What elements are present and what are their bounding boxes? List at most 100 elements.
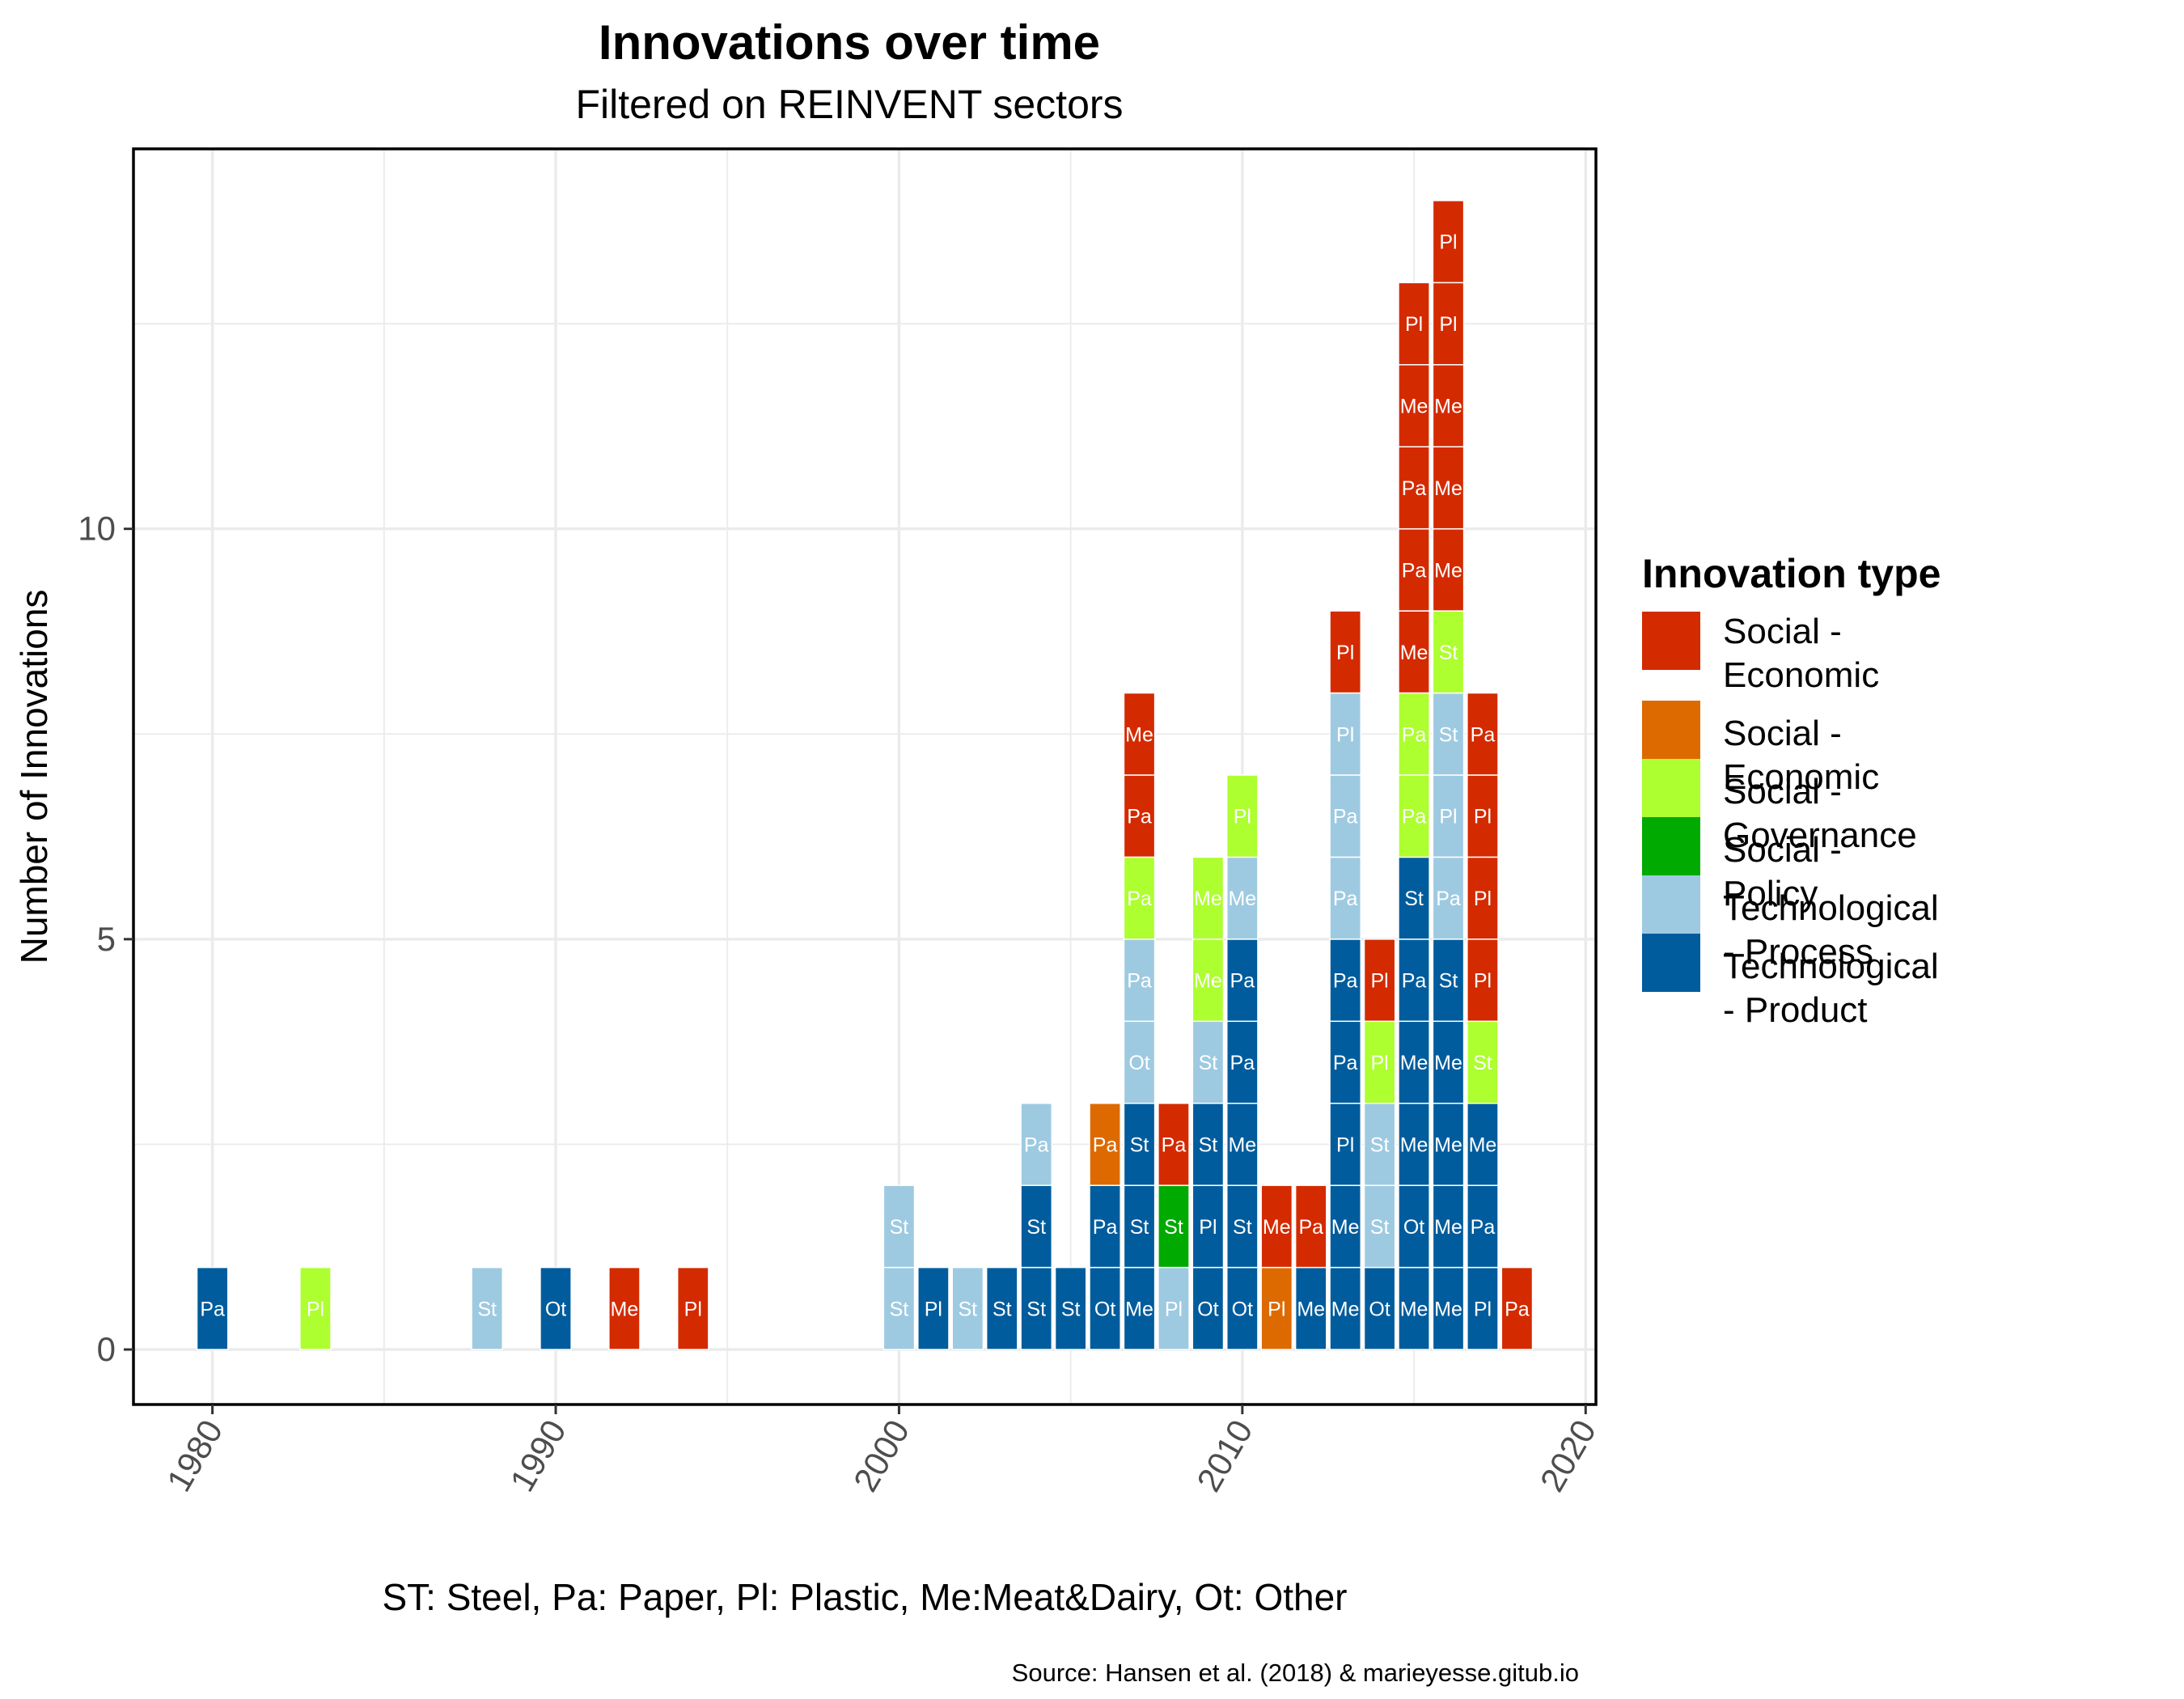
bar-label: St: [1199, 1133, 1218, 1156]
legend-title: Innovation type: [1642, 551, 1941, 596]
bar-label: Pa: [1505, 1298, 1530, 1320]
bar-segment: [1260, 1184, 1293, 1269]
bar-label: Pl: [1268, 1298, 1285, 1320]
bar-segment: [1432, 938, 1465, 1023]
bar-label: Pa: [1402, 970, 1427, 993]
bar-segment: [1467, 774, 1499, 858]
bar-label: St: [1404, 888, 1424, 910]
bar-label: Pa: [1024, 1133, 1049, 1156]
bar-segment: [1398, 1020, 1430, 1104]
bar-segment: [1191, 1020, 1225, 1104]
bar-label: Pa: [1162, 1133, 1187, 1156]
legend: Innovation type Social - Economic Social…: [1642, 550, 1941, 1030]
bar-label: St: [1370, 1133, 1390, 1156]
legend-label: Social - Governance: [1723, 772, 1917, 855]
bar-label: Ot: [1128, 1052, 1149, 1074]
bar-segment: [1191, 1184, 1225, 1269]
bar-label: Me: [1331, 1216, 1360, 1239]
bar-label: Pl: [925, 1298, 942, 1320]
bar-label: St: [1370, 1216, 1390, 1239]
bar-label: Pa: [1402, 723, 1427, 746]
bar-label: Me: [1194, 970, 1222, 993]
bar-label: Pa: [1471, 1216, 1496, 1239]
legend-label: Technological - Process: [1723, 888, 1939, 972]
legend-swatch: [1642, 817, 1700, 875]
legend-item-technological-process: Technological - Process: [1642, 875, 1941, 972]
bar-label: Pa: [1093, 1216, 1118, 1239]
bar-segment: [1432, 1266, 1465, 1350]
bar-label: Pl: [1439, 313, 1457, 336]
bar-label: Me: [1263, 1216, 1291, 1239]
bar-label: St: [890, 1298, 909, 1320]
legend-swatch: [1642, 934, 1700, 992]
bar-segment: [1123, 938, 1156, 1023]
bar-label: Me: [1434, 1298, 1462, 1320]
bar-segment: [1158, 1266, 1190, 1350]
bar-segment: [1226, 1184, 1259, 1269]
bar-segment: [1226, 1020, 1259, 1104]
bar-label: Pa: [1230, 1052, 1255, 1074]
bar-label: Pa: [1093, 1133, 1118, 1156]
bar-segment: [1020, 1184, 1053, 1269]
bar-label: Ot: [1094, 1298, 1115, 1320]
bar-label: Pl: [1199, 1216, 1217, 1239]
bar-label: St: [1130, 1133, 1149, 1156]
legend-swatch: [1642, 612, 1700, 670]
bar-label: St: [1199, 1052, 1218, 1074]
bar-segment: [1329, 774, 1362, 858]
bar-segment: [1329, 692, 1362, 776]
bar-segment: [1089, 1102, 1121, 1186]
bar-label: Me: [1297, 1298, 1325, 1320]
bar-label: St: [959, 1298, 978, 1320]
bar-label: Me: [1434, 1133, 1462, 1156]
chart-subtitle: Filtered on REINVENT sectors: [575, 82, 1124, 127]
bar-label: St: [1130, 1216, 1149, 1239]
bar-segment: [1398, 1184, 1430, 1269]
bar-segment: [1398, 692, 1430, 776]
bar-label: Ot: [545, 1298, 566, 1320]
bar-segment: [1329, 610, 1362, 694]
bar-label: Me: [1469, 1133, 1497, 1156]
bar-segment: [540, 1266, 572, 1350]
legend-swatch: [1642, 759, 1700, 817]
legend-label: Technological - Product: [1723, 947, 1939, 1030]
bar-label: Me: [611, 1298, 639, 1320]
bar-label: St: [1164, 1216, 1183, 1239]
bar-label: Pa: [1230, 970, 1255, 993]
bar-label: St: [1439, 642, 1458, 664]
bar-label: Me: [1400, 1052, 1428, 1074]
bar-label: Ot: [1369, 1298, 1390, 1320]
bar-label: Me: [1434, 559, 1462, 582]
bar-segment: [676, 1266, 709, 1350]
bar-segment: [1329, 1102, 1362, 1186]
bar-segment: [1467, 938, 1499, 1023]
bar-label: Pa: [1127, 970, 1152, 993]
bar-segment: [1226, 938, 1259, 1023]
bar-segment: [1432, 1020, 1465, 1104]
bar-segment: [471, 1266, 503, 1350]
bar-label: Ot: [1197, 1298, 1218, 1320]
bar-segment: [1398, 364, 1430, 447]
bar-segment: [1158, 1102, 1190, 1186]
bar-label: Pl: [1474, 806, 1492, 828]
bar-label: Pl: [307, 1298, 324, 1320]
bar-label: Pl: [1371, 970, 1389, 993]
bar-segment: [1432, 610, 1465, 694]
bar-label: Pl: [1336, 723, 1354, 746]
bar-segment: [1226, 1102, 1259, 1186]
bar-label: Pa: [1333, 806, 1358, 828]
bar-segment: [1398, 856, 1430, 940]
bar-label: Pa: [1298, 1216, 1323, 1239]
chart-title: Innovations over time: [598, 15, 1101, 70]
bar-label: St: [1473, 1052, 1492, 1074]
bar-segment: [1398, 610, 1430, 694]
bar-label: St: [1061, 1298, 1081, 1320]
bar-segment: [1467, 1184, 1499, 1269]
bar-segment: [1329, 1184, 1362, 1269]
bar-segment: [1191, 1102, 1225, 1186]
bar-label: Me: [1434, 1216, 1462, 1239]
bar-label: St: [1026, 1216, 1046, 1239]
legend-item-technological-product: Technological - Product: [1642, 934, 1941, 1030]
bar-label: Pa: [1127, 888, 1152, 910]
